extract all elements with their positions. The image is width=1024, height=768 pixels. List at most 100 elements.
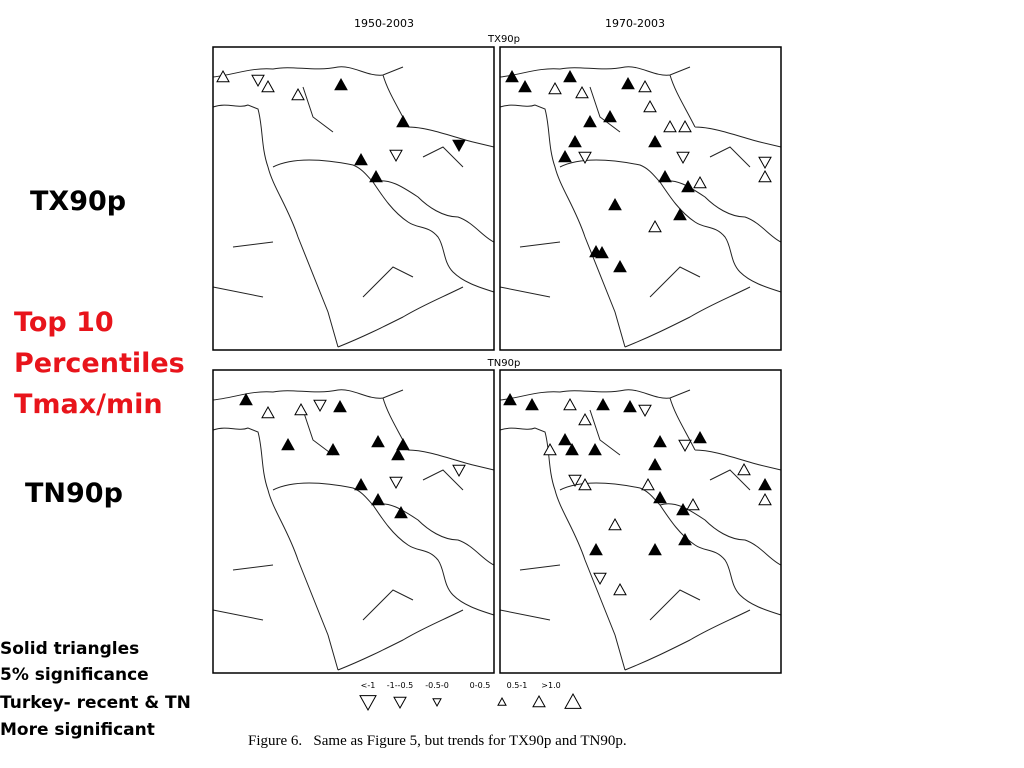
map-panel	[212, 369, 495, 674]
map-background	[213, 47, 494, 350]
station	[613, 582, 627, 596]
station	[608, 517, 622, 531]
station	[737, 462, 751, 476]
station	[678, 532, 692, 546]
station	[676, 151, 690, 165]
note: More significant	[0, 720, 155, 740]
map-frame	[212, 369, 495, 674]
map-frame	[499, 46, 782, 351]
station	[648, 219, 662, 233]
station	[525, 397, 539, 411]
station	[648, 542, 662, 556]
top-label: Top 10 Percentiles Tmax/min	[14, 302, 185, 425]
station	[608, 197, 622, 211]
legend-label: >1.0	[541, 681, 560, 690]
station	[505, 69, 519, 83]
map-panel	[499, 369, 782, 674]
station	[396, 437, 410, 451]
note: 5% significance	[0, 665, 149, 685]
station	[583, 114, 597, 128]
station	[623, 399, 637, 413]
station	[564, 692, 582, 709]
station	[568, 474, 582, 488]
station	[648, 457, 662, 471]
map-frame	[499, 369, 782, 674]
station	[663, 119, 677, 133]
map-panel	[212, 46, 495, 351]
tx-label: TX90p	[30, 186, 127, 217]
station	[354, 152, 368, 166]
station	[532, 694, 546, 708]
station	[239, 392, 253, 406]
station	[568, 134, 582, 148]
station	[497, 696, 507, 706]
station	[563, 69, 577, 83]
station	[548, 81, 562, 95]
station	[326, 442, 340, 456]
legend-label: -0.5-0	[425, 681, 449, 690]
station	[678, 439, 692, 453]
line: Tmax/min	[14, 389, 163, 420]
station	[613, 259, 627, 273]
station	[452, 464, 466, 478]
station	[396, 114, 410, 128]
station	[589, 542, 603, 556]
station	[294, 402, 308, 416]
station	[653, 490, 667, 504]
station	[648, 134, 662, 148]
station	[452, 139, 466, 153]
station	[758, 492, 772, 506]
line: Percentiles	[14, 348, 185, 379]
station	[359, 695, 377, 712]
station	[369, 169, 383, 183]
station	[758, 477, 772, 491]
station	[578, 412, 592, 426]
station	[638, 404, 652, 418]
station	[291, 87, 305, 101]
map-panel	[499, 46, 782, 351]
station	[389, 149, 403, 163]
map-background	[213, 370, 494, 673]
period: 1970-2003	[605, 17, 665, 30]
station	[565, 442, 579, 456]
station	[334, 77, 348, 91]
station	[643, 99, 657, 113]
station	[693, 430, 707, 444]
row-title: TN90p	[487, 358, 521, 369]
station	[678, 119, 692, 133]
station	[596, 397, 610, 411]
station	[758, 156, 772, 170]
period: 1950-2003	[354, 17, 414, 30]
station	[313, 399, 327, 413]
row-title: TX90p	[487, 34, 520, 45]
note: Turkey- recent & TN	[0, 693, 191, 713]
station	[578, 477, 592, 491]
station	[371, 434, 385, 448]
legend-label: 0.5-1	[507, 681, 528, 690]
station	[681, 179, 695, 193]
station	[641, 477, 655, 491]
station	[394, 505, 408, 519]
tn-label: TN90p	[25, 478, 123, 509]
legend-label: -1--0.5	[387, 681, 413, 690]
station	[595, 245, 609, 259]
station	[518, 79, 532, 93]
station	[758, 169, 772, 183]
station	[686, 497, 700, 511]
station	[371, 492, 385, 506]
station	[391, 447, 405, 461]
station	[578, 151, 592, 165]
station	[638, 79, 652, 93]
station	[676, 502, 690, 516]
map-background	[500, 47, 781, 350]
map-frame	[212, 46, 495, 351]
station	[575, 85, 589, 99]
legend-label: 0-0.5	[470, 681, 491, 690]
station	[389, 476, 403, 490]
station	[653, 434, 667, 448]
station	[432, 698, 442, 708]
station	[354, 477, 368, 491]
station	[603, 109, 617, 123]
